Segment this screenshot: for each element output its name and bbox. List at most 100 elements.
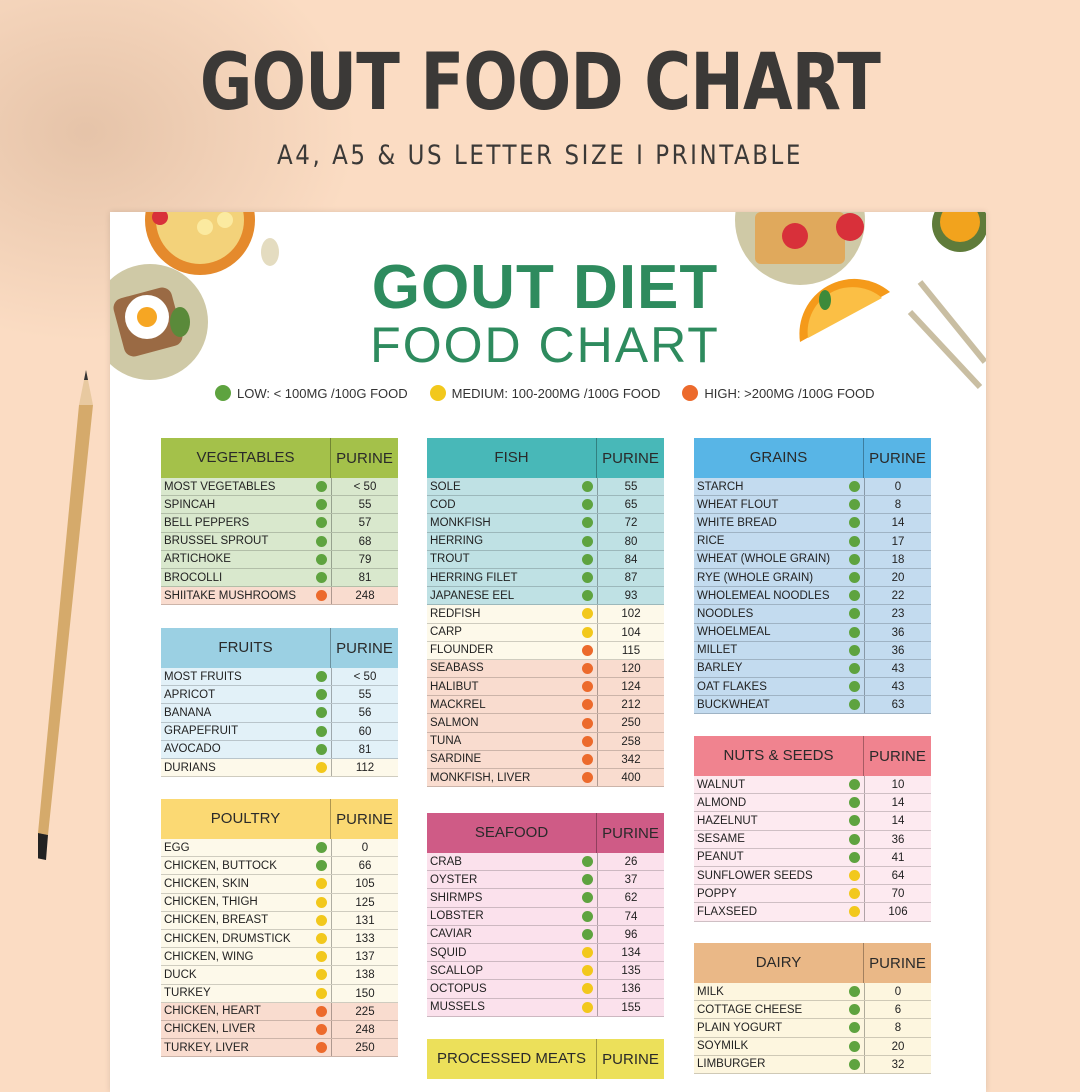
low-level-dot-icon [848,797,860,809]
food-name: WHOELMEAL [697,626,771,639]
table-row: FLOUNDER 115 [427,641,664,660]
food-name: MONKFISH, LIVER [430,771,531,784]
purine-value: 225 [331,1002,398,1020]
medium-level-dot-icon [581,983,593,995]
low-level-dot-icon [581,517,593,529]
food-name: OAT FLAKES [697,680,767,693]
legend-item-medium: MEDIUM: 100-200MG /100G FOOD [429,385,660,401]
purine-value: 0 [331,839,398,857]
category-name: SEAFOOD [427,813,597,853]
table-row: MONKFISH 72 [427,514,664,533]
low-level-dot-icon [581,481,593,493]
medium-level-dot-icon [315,951,327,963]
food-name: MILLET [697,644,738,657]
table-row: MOST FRUITS < 50 [161,668,398,687]
low-level-dot-icon [848,681,860,693]
purine-value: 6 [864,1001,931,1019]
table-row: MOST VEGETABLES < 50 [161,478,398,497]
low-level-dot-icon [848,1040,860,1052]
food-name: BELL PEPPERS [164,516,250,529]
food-name: TURKEY, LIVER [164,1041,249,1054]
category-name: FRUITS [161,628,331,668]
food-name: TROUT [430,553,470,566]
table-header: PROCESSED MEATS PURINE [427,1039,664,1079]
purine-value: 106 [864,903,931,921]
table-row: SPINCAH 55 [161,496,398,515]
low-level-dot-icon [848,626,860,638]
purine-value: 258 [597,732,664,750]
table-row: SARDINE 342 [427,750,664,769]
high-level-dot-icon [581,681,593,693]
table-row: HERRING 80 [427,532,664,551]
category-name: FISH [427,438,597,478]
food-name: MACKREL [430,698,486,711]
purine-value: 20 [864,568,931,587]
purine-value: 72 [597,514,664,532]
table-row: FLAXSEED 106 [694,903,931,922]
purine-value: 17 [864,532,931,550]
table-row: DUCK 138 [161,966,398,985]
purine-value: 43 [864,678,931,696]
food-name: EGG [164,841,190,854]
table-row: CHICKEN, WING 137 [161,948,398,967]
low-level-dot-icon [848,572,860,584]
purine-header: PURINE [602,824,659,842]
food-name: LIMBURGER [697,1058,766,1071]
low-level-dot-icon [848,553,860,565]
table-row: CHICKEN, DRUMSTICK 133 [161,929,398,949]
purine-value: 137 [331,948,398,966]
purine-value: < 50 [331,478,398,496]
table-row: SHIRMPS 62 [427,889,664,908]
food-name: HERRING [430,535,484,548]
table-row: WHOLEMEAL NOODLES 22 [694,587,931,606]
food-name: SALMON [430,717,479,730]
high-level-dot-icon [581,735,593,747]
food-name: PLAIN YOGURT [697,1021,783,1034]
food-name: MOST VEGETABLES [164,480,276,493]
table-fruits: FRUITS PURINE MOST FRUITS < 50 APRICOT 55 BANA… [161,628,398,778]
table-row: SHIITAKE MUSHROOMS 248 [161,587,398,606]
table-row: STARCH 0 [694,478,931,497]
low-level-dot-icon [848,1022,860,1034]
low-level-dot-icon [581,499,593,511]
table-row: SOLE 55 [427,478,664,497]
food-name: CHICKEN, WING [164,950,254,963]
low-level-dot-icon [848,833,860,845]
food-name: WHOLEMEAL NOODLES [697,589,830,602]
table-row: NOODLES 23 [694,605,931,624]
table-seafood: SEAFOOD PURINE CRAB 26 OYSTER 37 SHIRMPS 62 LOBS… [427,813,664,1017]
food-name: TUNA [430,735,462,748]
purine-value: 41 [864,848,931,866]
purine-value: 248 [331,587,398,605]
food-name: BANANA [164,706,212,719]
purine-value: 134 [597,943,664,962]
food-name: COTTAGE CHEESE [697,1003,803,1016]
low-level-dot-icon [315,553,327,565]
low-level-dot-icon [315,499,327,511]
purine-value: 14 [864,794,931,812]
low-level-dot-icon [581,928,593,940]
purine-value: 36 [864,641,931,659]
food-name: POPPY [697,887,737,900]
purine-value: 105 [331,875,398,893]
medium-level-dot-icon [581,608,593,620]
category-name: NUTS & SEEDS [694,736,864,776]
table-row: SCALLOP 135 [427,962,664,981]
table-row: TURKEY, LIVER 250 [161,1039,398,1058]
purine-header: PURINE [602,449,659,467]
table-header: DAIRY PURINE [694,943,931,983]
table-row: HERRING FILET 87 [427,568,664,588]
table-row: MONKFISH, LIVER 400 [427,769,664,788]
high-level-dot-icon [315,1023,327,1035]
purine-value: 212 [597,696,664,714]
table-row: PEANUT 41 [694,848,931,867]
table-row: ARTICHOKE 79 [161,550,398,569]
table-row: DURIANS 112 [161,758,398,778]
purine-header: PURINE [336,810,393,828]
table-row: LOBSTER 74 [427,907,664,926]
purine-value: 70 [864,885,931,903]
high-level-dot-icon [315,1005,327,1017]
table-row: OYSTER 37 [427,871,664,890]
purine-value: 96 [597,925,664,943]
table-poultry: POULTRY PURINE EGG 0 CHICKEN, BUTTOCK 66 CHICK… [161,799,398,1058]
